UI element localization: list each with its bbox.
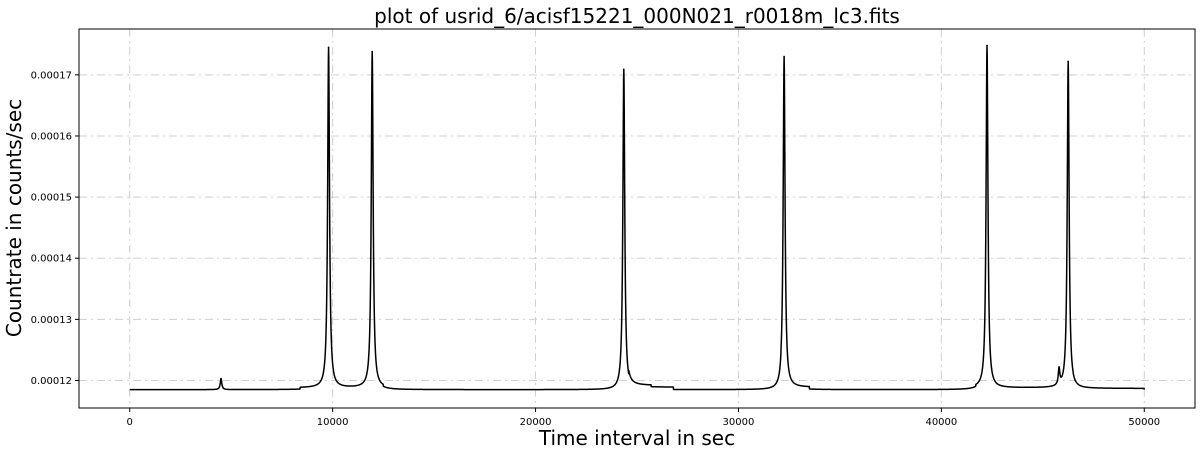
y-tick-label: 0.00017	[31, 70, 72, 81]
series-group	[129, 44, 1146, 391]
peak-point	[1058, 370, 1060, 373]
peak-point	[783, 55, 785, 58]
y-tick-label: 0.00015	[31, 193, 72, 204]
y-axis: 0.00012 0.00013 0.00014 0.00015 0.00016 0.000…	[31, 70, 79, 387]
y-axis-label: Countrate in counts/sec	[2, 99, 26, 337]
countrate-line	[129, 44, 1146, 391]
x-tick-label: 40000	[925, 417, 957, 428]
peak-point	[1067, 60, 1069, 63]
grid	[79, 29, 1195, 408]
y-tick-label: 0.00016	[31, 131, 72, 142]
x-tick-label: 50000	[1128, 417, 1160, 428]
y-tick-label: 0.00013	[31, 315, 72, 326]
peak-point	[623, 68, 625, 71]
x-tick-label: 10000	[317, 417, 349, 428]
plot-frame	[78, 28, 1196, 409]
x-axis: 0 10000 20000 30000 40000 50000	[127, 408, 1160, 428]
chart-title: plot of usrid_6/acisf15221_000N021_r0018…	[374, 4, 900, 28]
peak-point	[371, 50, 374, 53]
peak-point	[986, 44, 988, 47]
y-tick-label: 0.00014	[31, 254, 72, 265]
x-tick-label: 20000	[520, 417, 552, 428]
x-axis-label: Time interval in sec	[538, 426, 735, 450]
peak-point	[220, 377, 222, 380]
x-tick-label: 0	[127, 417, 133, 428]
y-tick-label: 0.00012	[31, 376, 72, 387]
peak-point	[327, 46, 330, 49]
x-tick-label: 30000	[723, 417, 755, 428]
